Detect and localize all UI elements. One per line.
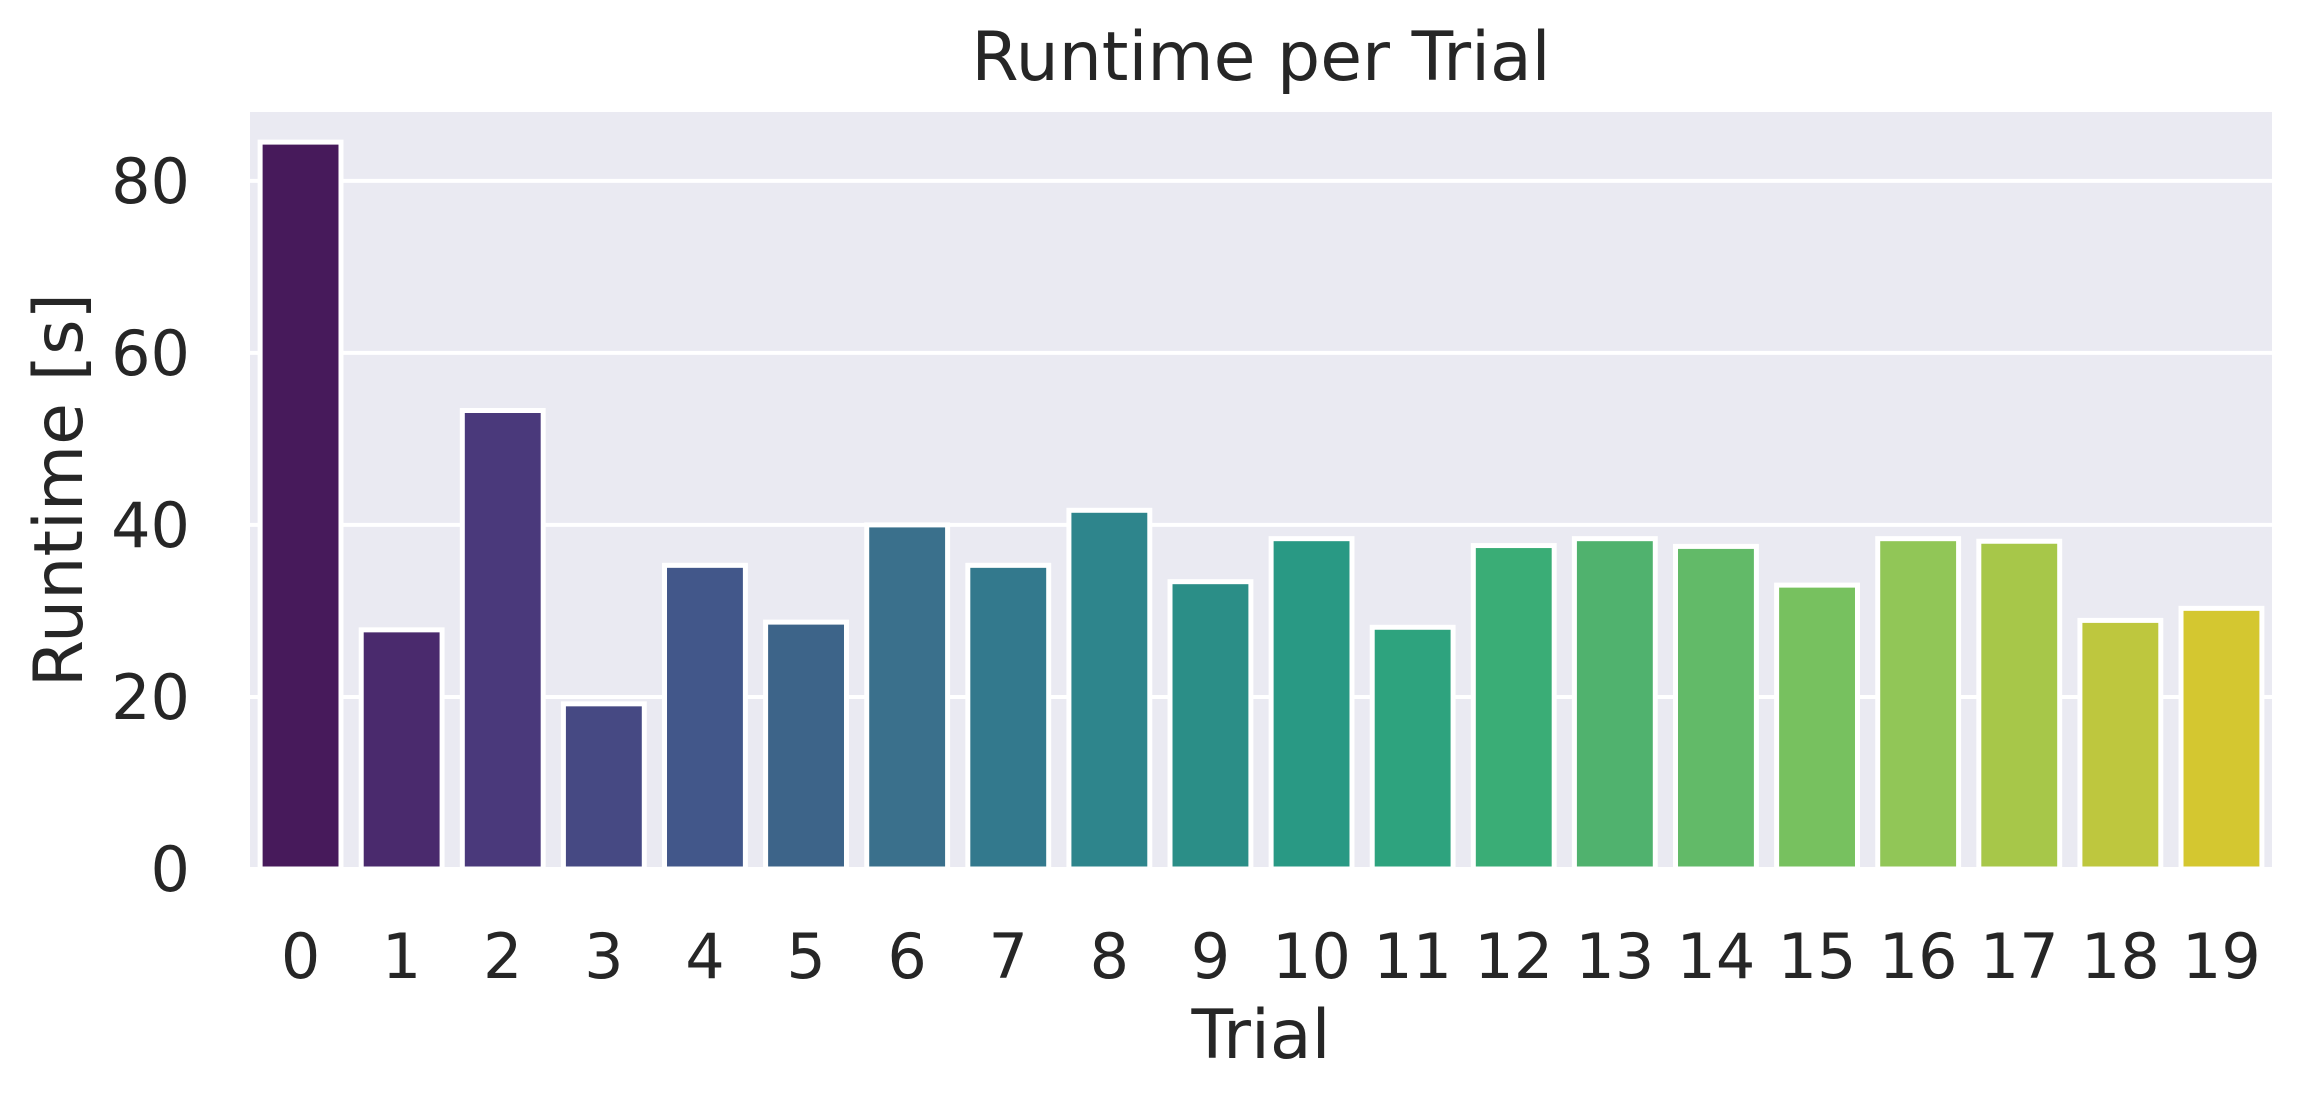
x-tick-label-2: 2 xyxy=(483,920,522,993)
x-tick-label-7: 7 xyxy=(989,920,1028,993)
x-tick-label-4: 4 xyxy=(685,920,724,993)
y-tick-label-60: 60 xyxy=(111,317,190,390)
x-tick-label-6: 6 xyxy=(887,920,926,993)
plot-background xyxy=(250,112,2272,869)
bar-trial-9 xyxy=(1167,579,1254,872)
bar-trial-7 xyxy=(965,562,1052,872)
bar-trial-19 xyxy=(2178,605,2265,872)
x-tick-labels: 0 1 2 3 4 5 6 7 8 9 10 11 12 13 14 15 16 17 18 19 xyxy=(281,920,2261,993)
x-tick-label-9: 9 xyxy=(1191,920,1230,993)
x-tick-label-8: 8 xyxy=(1090,920,1129,993)
x-tick-label-5: 5 xyxy=(786,920,825,993)
x-tick-label-11: 11 xyxy=(1373,920,1452,993)
x-tick-label-13: 13 xyxy=(1575,920,1654,993)
bar-trial-17 xyxy=(1976,538,2063,872)
bar-trial-15 xyxy=(1774,582,1860,872)
bar-trial-18 xyxy=(2077,617,2164,872)
y-tick-label-20: 20 xyxy=(111,661,190,734)
x-tick-label-19: 19 xyxy=(2182,920,2261,993)
bar-trial-13 xyxy=(1571,536,1658,872)
x-tick-label-1: 1 xyxy=(382,920,421,993)
bar-trial-8 xyxy=(1066,507,1153,872)
x-axis-label: Trial xyxy=(1191,996,1331,1075)
x-tick-label-3: 3 xyxy=(584,920,623,993)
y-tick-label-80: 80 xyxy=(111,145,190,218)
bar-trial-2 xyxy=(459,407,546,872)
y-tick-label-40: 40 xyxy=(111,489,190,562)
bar-trial-3 xyxy=(560,701,647,872)
y-tick-labels: 0 20 40 60 80 xyxy=(111,145,190,906)
bar-trial-10 xyxy=(1268,536,1355,872)
chart-title: Runtime per Trial xyxy=(971,18,1550,97)
bar-trial-0 xyxy=(257,139,344,872)
bars xyxy=(257,139,2265,872)
x-tick-label-18: 18 xyxy=(2081,920,2160,993)
bar-trial-1 xyxy=(358,627,445,872)
y-axis-label: Runtime [s] xyxy=(20,293,99,687)
x-tick-label-10: 10 xyxy=(1272,920,1351,993)
bar-trial-16 xyxy=(1875,536,1962,872)
x-tick-label-0: 0 xyxy=(281,920,320,993)
y-tick-label-0: 0 xyxy=(151,833,190,906)
bar-trial-11 xyxy=(1369,624,1456,872)
x-tick-label-17: 17 xyxy=(1980,920,2059,993)
bar-trial-5 xyxy=(763,619,849,872)
x-tick-label-12: 12 xyxy=(1474,920,1553,993)
bar-trial-4 xyxy=(662,562,748,872)
x-tick-label-15: 15 xyxy=(1778,920,1857,993)
x-tick-label-14: 14 xyxy=(1676,920,1755,993)
bar-trial-6 xyxy=(864,522,951,872)
bar-trial-12 xyxy=(1470,543,1557,872)
x-tick-label-16: 16 xyxy=(1879,920,1958,993)
bar-trial-14 xyxy=(1673,543,1759,872)
